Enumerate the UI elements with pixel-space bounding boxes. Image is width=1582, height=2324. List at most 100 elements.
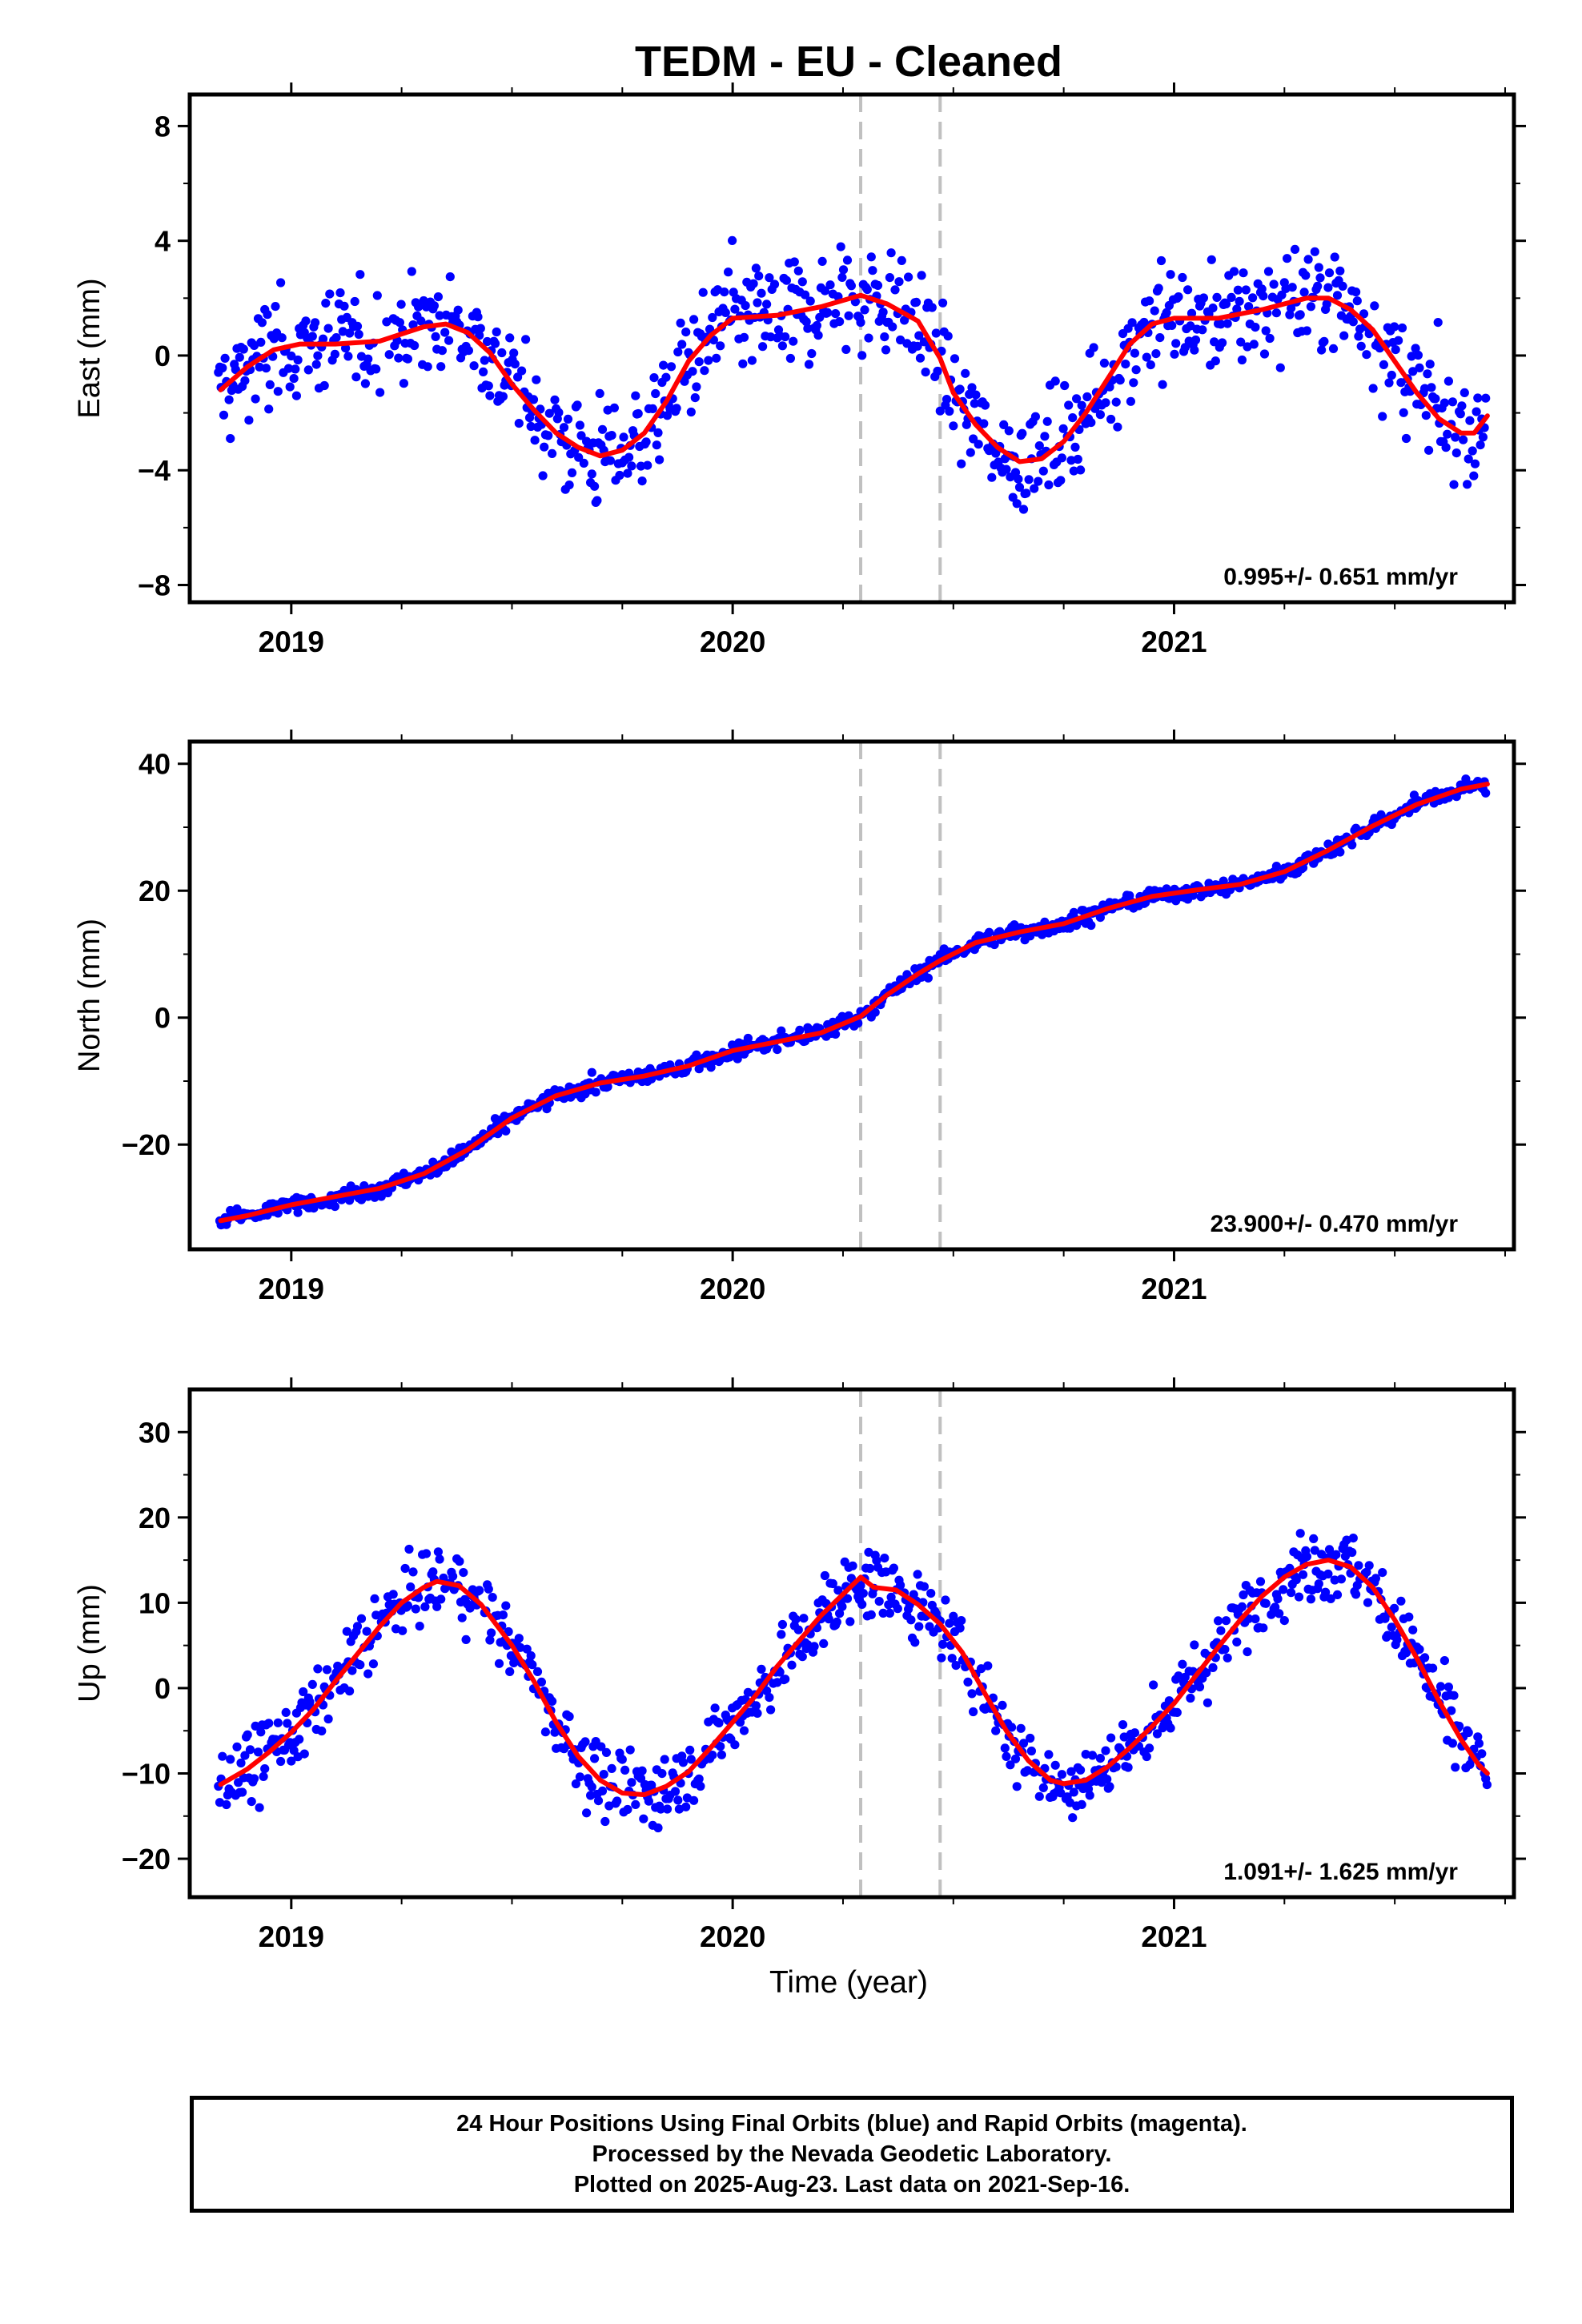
- data-point: [984, 927, 994, 937]
- data-point: [526, 1651, 536, 1661]
- data-point: [224, 395, 234, 404]
- data-point: [487, 1628, 496, 1638]
- data-point: [1186, 308, 1197, 318]
- data-point: [235, 352, 244, 362]
- data-point: [1319, 336, 1329, 346]
- data-point: [498, 392, 508, 401]
- data-point: [514, 1634, 524, 1643]
- data-point: [1085, 1791, 1094, 1800]
- data-point: [971, 390, 981, 400]
- data-point: [362, 1626, 371, 1636]
- data-point: [1232, 1637, 1242, 1647]
- data-point: [644, 1796, 654, 1806]
- data-point: [1166, 270, 1175, 279]
- data-point: [1203, 1698, 1212, 1707]
- data-point: [809, 1642, 819, 1651]
- data-point: [1038, 466, 1048, 476]
- data-point: [1016, 1723, 1026, 1733]
- y-tick-label: 0: [155, 1002, 171, 1035]
- data-point: [945, 1618, 954, 1628]
- data-point: [733, 1054, 742, 1063]
- data-point: [540, 442, 549, 452]
- data-point: [1271, 862, 1281, 871]
- data-point: [864, 333, 873, 343]
- data-point: [866, 252, 876, 262]
- data-point: [1064, 400, 1074, 410]
- data-point: [1145, 1743, 1154, 1753]
- y-tick-label: −20: [122, 1128, 171, 1161]
- data-point: [655, 455, 665, 464]
- data-point: [1332, 1590, 1343, 1599]
- data-point: [1354, 1561, 1363, 1570]
- data-point: [291, 391, 301, 400]
- data-point: [1118, 1720, 1128, 1730]
- data-point: [931, 328, 941, 338]
- data-point: [797, 277, 807, 287]
- data-point: [1239, 1590, 1248, 1600]
- data-point: [595, 388, 604, 398]
- data-point: [444, 336, 454, 345]
- data-point: [1212, 292, 1222, 302]
- data-point: [1460, 388, 1469, 397]
- data-point: [323, 324, 333, 333]
- data-point: [1086, 920, 1096, 931]
- data-point: [941, 1595, 950, 1605]
- data-point: [1142, 352, 1151, 362]
- data-point: [465, 1603, 475, 1613]
- data-point: [1335, 847, 1345, 857]
- data-point: [1145, 296, 1154, 306]
- data-point: [1086, 418, 1096, 428]
- data-point: [355, 1660, 365, 1670]
- data-point: [1102, 1775, 1112, 1784]
- data-point: [1351, 1590, 1361, 1599]
- data-point: [757, 288, 766, 298]
- data-point: [347, 1666, 357, 1675]
- data-point: [384, 350, 394, 360]
- data-point: [1464, 1727, 1473, 1738]
- y-tick-label: 4: [155, 225, 171, 258]
- data-point: [335, 288, 345, 298]
- data-point: [1310, 247, 1319, 256]
- data-point: [580, 1737, 590, 1747]
- data-point: [1026, 1733, 1035, 1743]
- data-point: [313, 351, 323, 360]
- data-point: [769, 279, 780, 289]
- data-point: [1257, 284, 1267, 294]
- data-point: [469, 361, 479, 371]
- data-point: [1339, 331, 1349, 340]
- data-point: [708, 1751, 717, 1760]
- data-point: [648, 404, 657, 413]
- data-point: [641, 437, 651, 447]
- data-point: [301, 316, 311, 326]
- data-point: [1115, 376, 1125, 385]
- data-point: [1331, 1550, 1341, 1559]
- data-point: [698, 287, 708, 297]
- data-point: [866, 1610, 876, 1619]
- data-point: [888, 322, 897, 332]
- velocity-label: 1.091+/- 1.625 mm/yr: [1223, 1859, 1458, 1885]
- data-point: [1139, 317, 1149, 328]
- x-tick-label: 2021: [1141, 1920, 1207, 1953]
- data-point: [345, 328, 355, 338]
- data-point: [255, 1803, 264, 1812]
- data-point: [1457, 401, 1467, 411]
- data-point: [1407, 352, 1416, 361]
- data-point: [961, 368, 970, 378]
- data-point: [476, 324, 485, 333]
- data-point: [1111, 1762, 1121, 1771]
- data-point: [1057, 1770, 1066, 1779]
- data-point: [510, 360, 520, 369]
- data-point: [1002, 1751, 1011, 1761]
- data-point: [1237, 355, 1247, 365]
- data-point: [914, 331, 924, 340]
- data-point: [596, 1742, 606, 1751]
- data-point: [480, 356, 489, 365]
- y-axis-label: Up (mm): [73, 1584, 106, 1703]
- data-point: [277, 333, 287, 343]
- data-point: [1330, 252, 1339, 262]
- data-point: [1014, 482, 1025, 493]
- data-point: [436, 1594, 446, 1604]
- data-point: [354, 329, 363, 340]
- data-point: [913, 341, 922, 351]
- data-point: [1313, 281, 1323, 291]
